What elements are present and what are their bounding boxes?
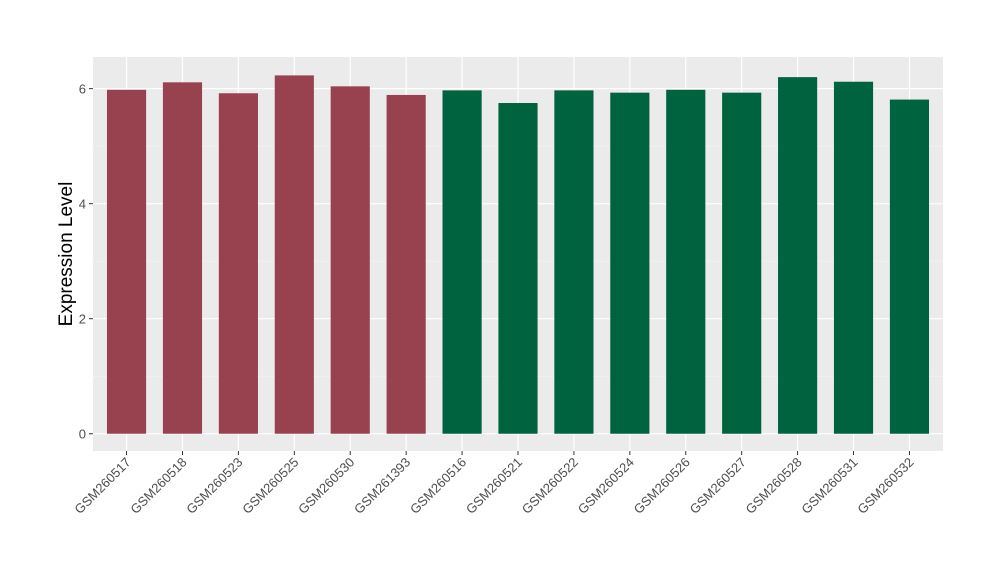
bar-GSM260521 (498, 103, 538, 434)
x-tick-label-GSM260524: GSM260524 (575, 455, 637, 517)
bar-GSM260531 (833, 81, 874, 434)
bar-GSM260530 (330, 86, 370, 434)
x-tick-label-GSM260523: GSM260523 (183, 455, 245, 517)
bar-GSM260516 (442, 90, 482, 434)
x-tick-label-GSM260532: GSM260532 (854, 455, 916, 517)
bar-GSM260523 (218, 93, 258, 434)
bar-GSM260518 (162, 82, 203, 434)
y-tick-label: 0 (79, 427, 86, 442)
y-axis: 0 2 4 6 (79, 82, 93, 442)
bar-GSM260517 (106, 89, 147, 434)
bar-GSM260526 (666, 89, 706, 434)
bar-GSM260525 (274, 75, 314, 434)
x-tick-label-GSM260518: GSM260518 (127, 455, 189, 517)
y-tick-label: 2 (79, 312, 86, 327)
x-tick-label-GSM261393: GSM261393 (351, 455, 413, 517)
y-tick-label: 4 (79, 197, 86, 212)
x-tick-label-GSM260531: GSM260531 (798, 455, 860, 517)
x-tick-label-GSM260530: GSM260530 (295, 455, 357, 517)
x-axis: GSM260517GSM260518GSM260523GSM260525GSM2… (71, 451, 917, 517)
bar-GSM261393 (386, 94, 426, 434)
bar-GSM260528 (778, 77, 818, 434)
x-tick-label-GSM260516: GSM260516 (407, 455, 469, 517)
x-tick-label-GSM260525: GSM260525 (239, 455, 301, 517)
bar-GSM260527 (722, 92, 762, 434)
bars (106, 75, 930, 434)
x-tick-label-GSM260521: GSM260521 (463, 455, 525, 517)
x-tick-label-GSM260522: GSM260522 (519, 455, 581, 517)
bar-GSM260522 (554, 90, 594, 434)
x-tick-label-GSM260517: GSM260517 (71, 455, 133, 517)
y-axis-label: Expression Level (56, 182, 77, 327)
bar-GSM260532 (889, 99, 930, 434)
bar-GSM260524 (610, 92, 650, 434)
x-tick-label-GSM260527: GSM260527 (687, 455, 749, 517)
x-tick-label-GSM260526: GSM260526 (631, 455, 693, 517)
x-tick-label-GSM260528: GSM260528 (743, 455, 805, 517)
y-tick-label: 6 (79, 82, 86, 97)
